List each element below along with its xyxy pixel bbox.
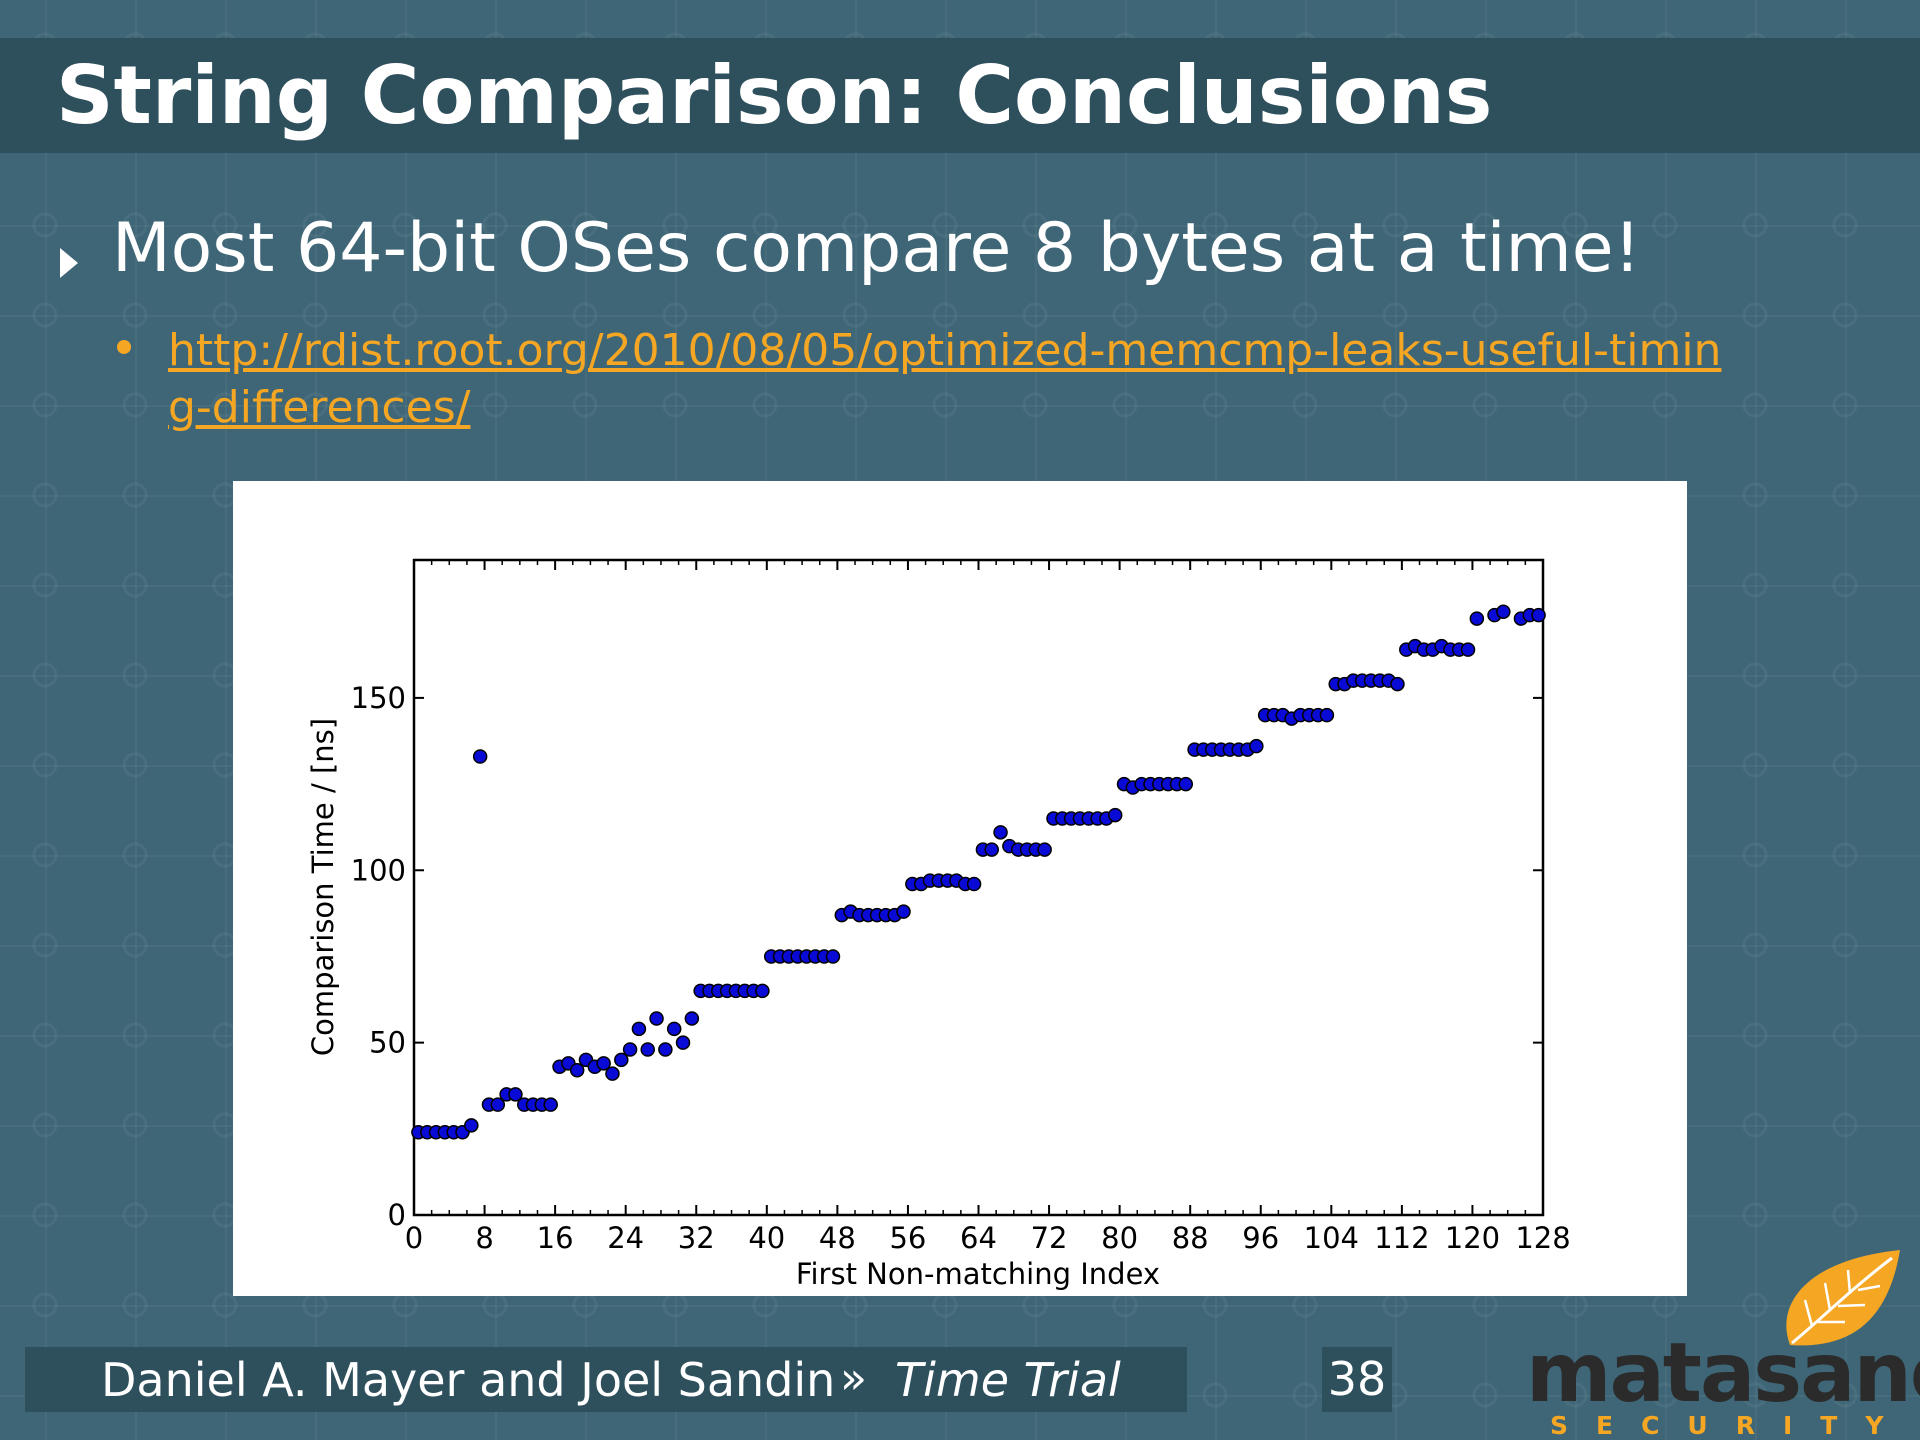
footer-separator: » [840,1353,867,1404]
data-point [1496,604,1511,619]
x-tick-label: 96 [1242,1221,1279,1255]
page-number: 38 [1327,1352,1387,1406]
x-axis-label: First Non-matching Index [796,1257,1160,1291]
data-point [1390,676,1405,692]
x-tick-label: 32 [678,1221,715,1255]
x-tick-label: 8 [475,1221,493,1255]
data-point [684,1011,700,1026]
main-bullet-text: Most 64-bit OSes compare 8 bytes at a ti… [112,209,1641,288]
data-point [1531,607,1546,623]
x-tick-label: 72 [1031,1221,1068,1255]
data-point [984,842,999,857]
data-point [666,1021,682,1037]
data-point [464,1118,479,1133]
y-tick-label: 100 [351,853,406,887]
x-tick-label: 128 [1515,1221,1570,1255]
x-tick-label: 112 [1374,1221,1429,1255]
data-point [1469,611,1485,626]
data-point [825,949,841,964]
data-point [490,1097,506,1112]
data-point [658,1042,673,1057]
data-point [1107,807,1123,823]
data-point [1037,842,1052,857]
footer-bar: Daniel A. Mayer and Joel Sandin » Time T… [25,1347,1187,1412]
sub-bullet-dot-icon [117,340,131,354]
data-point [508,1087,523,1102]
data-point [966,876,982,892]
data-point [675,1035,691,1050]
timing-scatter-chart: 0 8 16 24 32 40 48 56 64 72 80 88 96 104 112 120 128 0 50 1… [306,558,1571,1291]
data-point [472,749,488,764]
data-point [605,1066,620,1081]
bullet-arrow-icon [60,248,78,278]
data-point [896,904,911,919]
x-tick-label: 48 [819,1221,856,1255]
y-axis-label: Comparison Time / [ns] [306,718,340,1056]
x-tick-label: 0 [405,1221,423,1255]
data-point [993,825,1008,840]
chart-panel: 0 8 16 24 32 40 48 56 64 72 80 88 96 104 112 120 128 0 50 1… [233,481,1687,1296]
leaf-icon [1786,1250,1900,1346]
page-number-box: 38 [1322,1347,1392,1412]
matasano-logo: matasano SECURITY [1520,1250,1920,1440]
x-tick-label: 80 [1101,1221,1138,1255]
data-point [543,1097,558,1112]
data-point [569,1062,585,1078]
data-point [1319,707,1335,723]
data-point [755,983,770,999]
data-point [622,1042,638,1057]
x-tick-label: 104 [1304,1221,1359,1255]
data-point [640,1042,655,1057]
x-tick-label: 120 [1445,1221,1500,1255]
y-tick-label: 0 [388,1198,406,1232]
data-point [596,1056,611,1071]
slide-title: String Comparison: Conclusions [56,49,1493,142]
footer-talk-title: Time Trial [895,1353,1121,1407]
reference-link[interactable]: http://rdist.root.org/2010/08/05/optimiz… [168,325,1722,433]
logo-subtitle: SECURITY [1550,1411,1912,1440]
data-point [649,1011,664,1026]
x-tick-label: 64 [960,1221,997,1255]
x-tick-label: 16 [537,1221,574,1255]
logo-wordmark: matasano [1526,1326,1920,1421]
data-point [631,1021,647,1037]
data-point [1249,738,1264,754]
x-tick-label: 88 [1172,1221,1209,1255]
data-point [614,1052,629,1068]
y-tick-label: 50 [369,1026,406,1060]
x-tick-label: 40 [748,1221,785,1255]
data-point [1178,776,1194,792]
title-bar: String Comparison: Conclusions [0,38,1920,153]
y-tick-label: 150 [351,681,406,715]
data-point [1460,642,1476,657]
footer-authors: Daniel A. Mayer and Joel Sandin [101,1353,836,1407]
x-tick-label: 56 [889,1221,926,1255]
x-tick-label: 24 [607,1221,644,1255]
